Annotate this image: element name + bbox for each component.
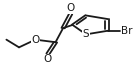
Text: O: O xyxy=(44,54,52,64)
Text: O: O xyxy=(67,3,75,13)
Text: Br: Br xyxy=(121,26,133,36)
Text: O: O xyxy=(31,35,40,45)
Text: S: S xyxy=(83,29,89,39)
